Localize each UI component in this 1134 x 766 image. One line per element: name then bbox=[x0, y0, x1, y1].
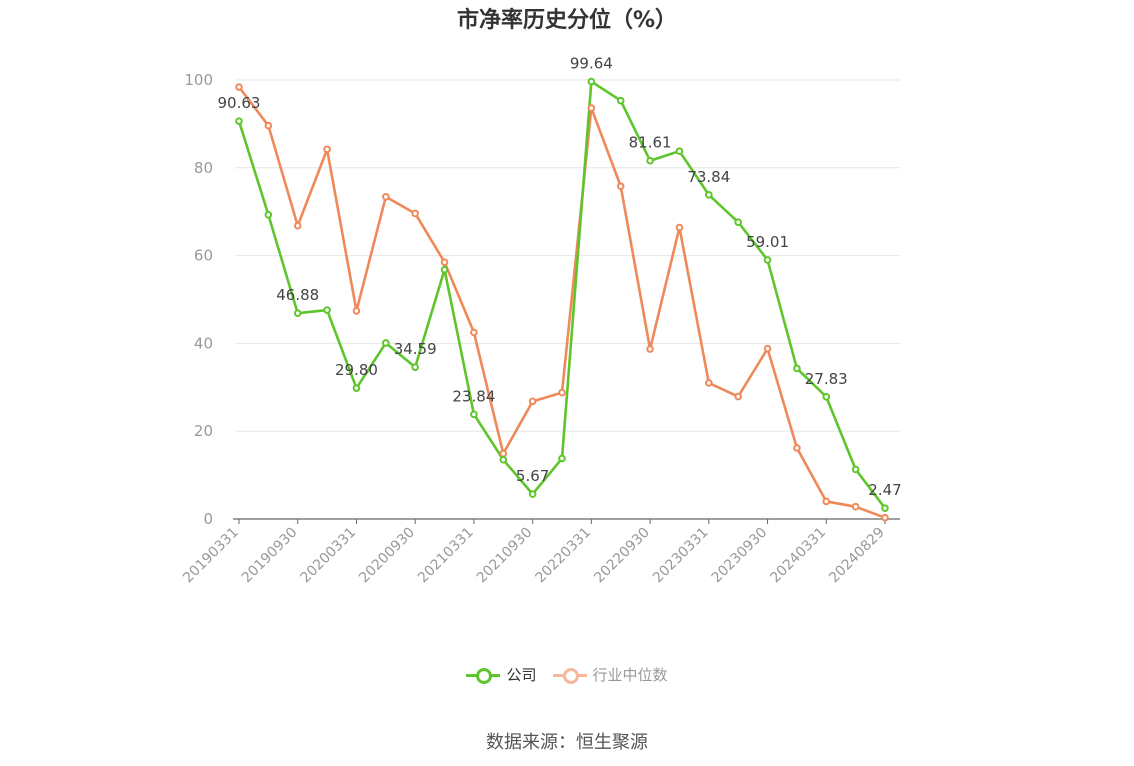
x-tick-label: 20220331 bbox=[532, 525, 594, 587]
legend-label-company: 公司 bbox=[506, 666, 537, 684]
data-point bbox=[470, 410, 478, 419]
data-point bbox=[763, 344, 772, 353]
data-point bbox=[675, 147, 684, 155]
data-point bbox=[382, 339, 390, 347]
data-label: 23.84 bbox=[452, 387, 495, 405]
data-point bbox=[734, 392, 742, 401]
data-point bbox=[705, 191, 713, 199]
x-tick-label: 20210331 bbox=[415, 525, 477, 587]
data-point bbox=[499, 455, 508, 464]
data-point bbox=[352, 307, 361, 315]
y-tick-label: 60 bbox=[194, 247, 213, 265]
data-label: 2.47 bbox=[868, 481, 901, 499]
data-point bbox=[822, 393, 831, 401]
data-point bbox=[382, 192, 390, 201]
x-tick-label: 20200331 bbox=[298, 525, 360, 587]
x-tick-label: 20220930 bbox=[591, 525, 653, 587]
data-point bbox=[470, 328, 478, 337]
x-tick-label: 20210930 bbox=[474, 525, 536, 587]
data-point bbox=[587, 104, 596, 112]
data-label: 99.64 bbox=[570, 55, 613, 73]
series-line-0 bbox=[237, 80, 887, 510]
legend-label-industry-median: 行业中位数 bbox=[592, 666, 668, 684]
data-point bbox=[675, 223, 684, 232]
data-label: 90.63 bbox=[218, 94, 261, 112]
data-point bbox=[323, 145, 331, 154]
data-point bbox=[235, 83, 243, 91]
x-tick-label: 20240829 bbox=[826, 525, 888, 587]
data-point bbox=[822, 497, 831, 506]
x-tick-label: 20190331 bbox=[180, 525, 242, 587]
data-point bbox=[851, 502, 860, 511]
y-tick-label: 20 bbox=[194, 422, 213, 440]
x-tick-label: 20240331 bbox=[767, 525, 829, 587]
x-axis: 2019033120190930202003312020093020210331… bbox=[180, 518, 900, 587]
legend-item-industry-median[interactable]: 行业中位数 bbox=[552, 664, 668, 685]
data-label: 27.83 bbox=[805, 370, 848, 388]
data-point bbox=[616, 182, 625, 191]
data-point bbox=[793, 364, 801, 373]
chart-title: 市净率历史分位（%） bbox=[456, 8, 678, 33]
data-point bbox=[528, 397, 537, 406]
legend-swatch-company bbox=[466, 667, 501, 684]
data-point bbox=[440, 265, 449, 274]
data-point bbox=[440, 258, 449, 266]
data-label: 59.01 bbox=[746, 233, 789, 251]
x-tick-label: 20230930 bbox=[709, 525, 771, 587]
data-point bbox=[264, 121, 273, 130]
data-point bbox=[411, 363, 419, 371]
data-label: 81.61 bbox=[629, 134, 672, 152]
y-tick-label: 80 bbox=[194, 159, 213, 177]
data-label: 29.80 bbox=[335, 361, 378, 379]
legend-item-company[interactable]: 公司 bbox=[466, 664, 537, 685]
y-tick-label: 0 bbox=[203, 510, 213, 528]
data-point bbox=[293, 221, 302, 230]
data-point bbox=[616, 96, 625, 105]
data-label: 73.84 bbox=[687, 168, 730, 186]
data-point bbox=[851, 465, 860, 474]
y-tick-label: 40 bbox=[194, 334, 213, 352]
data-source: 数据来源：恒生聚源 bbox=[486, 732, 648, 753]
data-point bbox=[558, 388, 566, 397]
data-point bbox=[235, 117, 243, 125]
data-point bbox=[734, 218, 742, 227]
data-label: 34.59 bbox=[394, 340, 437, 358]
data-point bbox=[705, 379, 713, 387]
data-point bbox=[646, 156, 654, 165]
data-labels: 90.63 46.88 29.80 34.59 23.84 5.67 99.64 81.61 7… bbox=[218, 55, 902, 500]
data-point bbox=[587, 77, 596, 86]
x-tick-label: 20200930 bbox=[356, 525, 418, 587]
x-tick-label: 20190930 bbox=[239, 525, 301, 587]
data-label: 5.67 bbox=[516, 467, 549, 485]
legend-swatch-industry-median bbox=[552, 667, 587, 684]
x-tick-label: 20230331 bbox=[650, 525, 712, 587]
data-point bbox=[293, 309, 302, 317]
data-point bbox=[763, 256, 772, 264]
data-point bbox=[646, 345, 654, 353]
data-point bbox=[793, 444, 801, 452]
y-tick-label: 100 bbox=[184, 71, 213, 89]
data-point bbox=[411, 209, 419, 218]
data-label: 46.88 bbox=[276, 286, 319, 304]
series-layer bbox=[235, 77, 889, 522]
data-point bbox=[881, 504, 889, 512]
data-point bbox=[499, 449, 508, 458]
data-point bbox=[881, 513, 889, 522]
data-point bbox=[352, 384, 361, 392]
data-point bbox=[528, 490, 537, 498]
data-point bbox=[323, 306, 331, 314]
y-axis: 0 20 40 60 80 100 bbox=[184, 71, 213, 528]
legend: 公司 行业中位数 bbox=[0, 664, 1134, 685]
data-point bbox=[558, 454, 566, 463]
data-point bbox=[264, 210, 273, 219]
